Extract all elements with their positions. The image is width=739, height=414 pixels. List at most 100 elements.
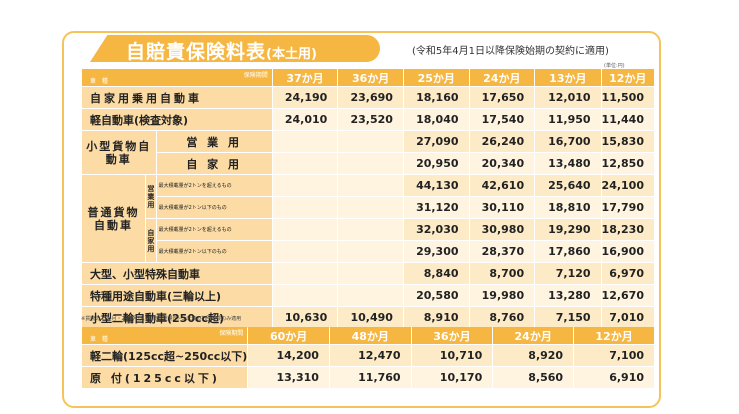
premium-cell <box>338 285 403 306</box>
premium-cell <box>272 219 338 240</box>
capacity-label: 最大積載量が2トン以下のもの <box>156 241 272 262</box>
period-caption: 保険期間 <box>243 72 268 79</box>
premium-cell: 8,920 <box>493 345 574 366</box>
premium-cell <box>338 175 403 196</box>
table2-corner: 保険期間 車 種 <box>82 327 248 344</box>
row-private-car: 自家用乗用自動車 24,190 23,690 18,160 17,650 12,… <box>82 87 654 108</box>
premium-cell: 11,950 <box>535 109 601 130</box>
premium-cell: 24,010 <box>272 109 338 130</box>
row-special-vehicle: 大型、小型特殊自動車 8,840 8,700 7,120 6,970 <box>82 263 654 284</box>
premium-cell: 23,520 <box>338 109 403 130</box>
premium-cell: 25,640 <box>535 175 601 196</box>
col-header: 12か月 <box>574 327 654 344</box>
premium-cell: 31,120 <box>403 197 469 218</box>
premium-cell: 29,300 <box>403 241 469 262</box>
premium-cell: 11,440 <box>601 109 654 130</box>
table1-corner: 保険期間 車 種 <box>82 69 272 86</box>
row-label: 小型二輪自動車(250cc超) <box>82 307 272 328</box>
premium-cell: 27,090 <box>403 131 469 152</box>
premium-cell: 6,970 <box>601 263 654 284</box>
premium-cell: 6,910 <box>574 367 654 388</box>
premium-cell <box>272 285 338 306</box>
premium-cell: 11,760 <box>329 367 411 388</box>
premium-cell: 7,120 <box>535 263 601 284</box>
title-tab <box>90 35 380 62</box>
premium-cell: 30,110 <box>469 197 535 218</box>
premium-cell: 7,150 <box>535 307 601 328</box>
premium-cell: 19,980 <box>469 285 535 306</box>
sub-label: 自 家 用 <box>156 153 272 174</box>
premium-cell <box>338 263 403 284</box>
sub-label-commercial: 営業用 <box>146 175 156 218</box>
premium-cell: 17,540 <box>469 109 535 130</box>
premium-cell: 12,670 <box>601 285 654 306</box>
premium-cell: 18,230 <box>601 219 654 240</box>
premium-cell: 10,490 <box>338 307 403 328</box>
premium-cell: 14,200 <box>248 345 329 366</box>
row-normal-cargo-private-over: 自家用 最大積載量が2トンを超えるもの 32,030 30,980 19,290… <box>82 219 654 262</box>
title-subtitle: (本土用) <box>266 47 317 62</box>
col-header: 24か月 <box>493 327 574 344</box>
premium-cell: 13,310 <box>248 367 329 388</box>
premium-cell: 8,700 <box>469 263 535 284</box>
premium-cell: 10,170 <box>411 367 493 388</box>
premium-cell: 20,950 <box>403 153 469 174</box>
premium-cell <box>338 219 403 240</box>
group-label-small-cargo: 小型貨物自動車 <box>82 131 156 174</box>
premium-cell: 30,980 <box>469 219 535 240</box>
premium-cell: 17,860 <box>535 241 601 262</box>
premium-cell <box>272 153 338 174</box>
row-normal-cargo-commercial-over: 普通貨物自動車 営業用 最大積載量が2トンを超えるもの 44,130 42,61… <box>82 175 654 262</box>
capacity-label: 最大積載量が2トン以下のもの <box>156 197 272 218</box>
row-special-purpose: 特種用途自動車(三輪以上) 20,580 19,980 13,280 12,67… <box>82 285 654 306</box>
premium-cell: 18,040 <box>403 109 469 130</box>
premium-cell: 12,010 <box>535 87 601 108</box>
premium-cell: 15,830 <box>601 131 654 152</box>
premium-cell: 23,690 <box>338 87 403 108</box>
table1-header-row: 保険期間 車 種 37か月 36か月 25か月 24か月 13か月 12か月 <box>82 69 654 86</box>
col-header: 37か月 <box>272 69 338 86</box>
col-header: 25か月 <box>403 69 469 86</box>
col-header: 48か月 <box>329 327 411 344</box>
premium-cell: 10,630 <box>272 307 338 328</box>
premium-cell <box>338 131 403 152</box>
row-small-motorcycle: 小型二輪自動車(250cc超) 10,630 10,490 8,910 8,76… <box>82 307 654 328</box>
premium-cell: 42,610 <box>469 175 535 196</box>
row-normal-cargo-commercial-under: 最大積載量が2トン以下のもの 31,120 30,110 18,810 17,7… <box>82 197 654 218</box>
row-light-motorcycle: 軽二輪(125cc超~250cc以下) 14,200 12,470 10,710… <box>82 345 654 366</box>
row-kei-car: 軽自動車(検査対象) 24,010 23,520 18,040 17,540 1… <box>82 109 654 130</box>
premium-cell: 8,840 <box>403 263 469 284</box>
premium-cell: 8,560 <box>493 367 574 388</box>
vehicle-caption: 車 種 <box>90 336 110 343</box>
premium-cell: 18,810 <box>535 197 601 218</box>
premium-cell: 7,010 <box>601 307 654 328</box>
premium-cell: 11,500 <box>601 87 654 108</box>
premium-cell: 20,580 <box>403 285 469 306</box>
premium-cell: 12,470 <box>329 345 411 366</box>
premium-cell: 26,240 <box>469 131 535 152</box>
period-caption: 保険期間 <box>219 330 244 337</box>
premium-cell <box>338 197 403 218</box>
row-small-cargo-commercial: 小型貨物自動車 営 業 用 27,090 26,240 16,700 15,83… <box>82 131 654 174</box>
row-label: 原 付(125cc以下) <box>82 367 248 388</box>
premium-cell: 28,370 <box>469 241 535 262</box>
row-label: 軽自動車(検査対象) <box>82 109 272 130</box>
row-normal-cargo-private-under: 最大積載量が2トン以下のもの 29,300 28,370 17,860 16,9… <box>82 241 654 262</box>
row-label: 軽二輪(125cc超~250cc以下) <box>82 345 248 366</box>
premium-cell: 44,130 <box>403 175 469 196</box>
premium-cell: 13,280 <box>535 285 601 306</box>
capacity-label: 最大積載量が2トンを超えるもの <box>156 219 272 240</box>
premium-cell <box>272 175 338 196</box>
premium-cell: 10,710 <box>411 345 493 366</box>
row-label: 特種用途自動車(三輪以上) <box>82 285 272 306</box>
premium-cell: 32,030 <box>403 219 469 240</box>
premium-cell: 8,760 <box>469 307 535 328</box>
premium-cell: 24,100 <box>601 175 654 196</box>
premium-cell <box>272 263 338 284</box>
premium-cell: 17,790 <box>601 197 654 218</box>
premium-cell: 7,100 <box>574 345 654 366</box>
row-label: 自家用乗用自動車 <box>82 87 272 108</box>
premium-cell <box>272 241 338 262</box>
premium-cell <box>272 131 338 152</box>
col-header: 60か月 <box>248 327 329 344</box>
